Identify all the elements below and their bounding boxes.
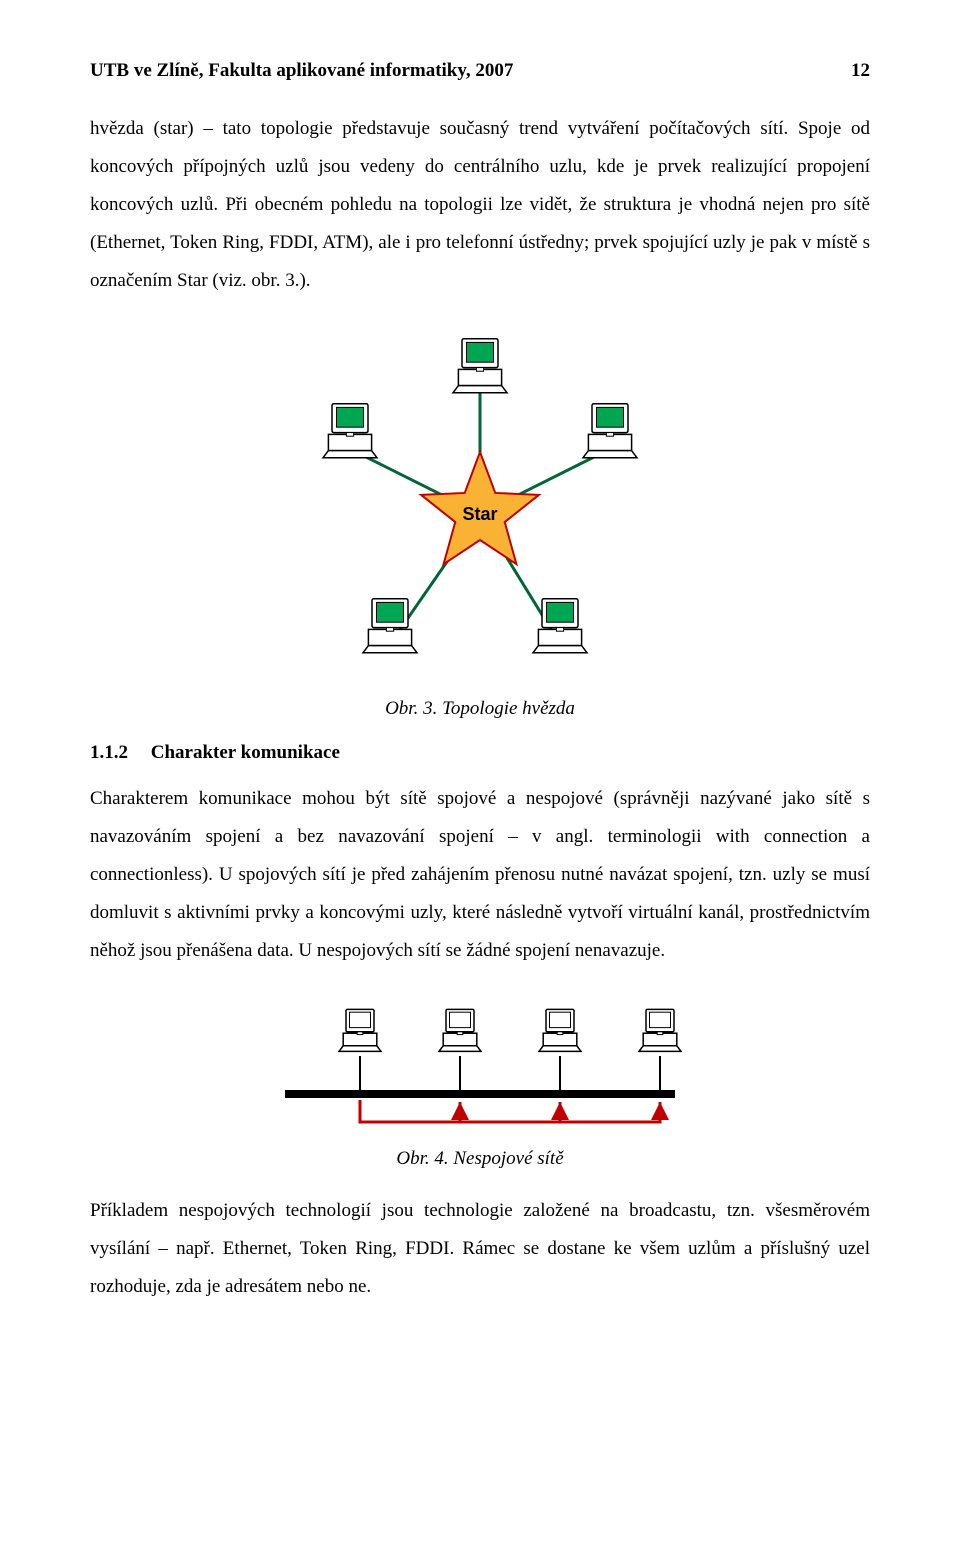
header-left: UTB ve Zlíně, Fakulta aplikované informa… [90,60,513,82]
bus-network-diagram [265,994,695,1134]
figure-4-bus-network [90,994,870,1134]
svg-text:Star: Star [462,504,497,524]
header-page-number: 12 [851,60,870,82]
section-heading: 1.1.2 Charakter komunikace [90,742,870,764]
figure-4-caption: Obr. 4. Nespojové sítě [90,1148,870,1170]
paragraph-1: hvězda (star) – tato topologie představu… [90,110,870,300]
page: UTB ve Zlíně, Fakulta aplikované informa… [0,0,960,1384]
page-header: UTB ve Zlíně, Fakulta aplikované informa… [90,60,870,82]
star-topology-diagram: Star [300,324,660,684]
figure-3-star-topology: Star [90,324,870,684]
figure-3-caption: Obr. 3. Topologie hvězda [90,698,870,720]
section-number: 1.1.2 [90,742,128,764]
paragraph-2: Charakterem komunikace mohou být sítě sp… [90,780,870,970]
paragraph-3: Příkladem nespojových technologií jsou t… [90,1192,870,1306]
section-title: Charakter komunikace [151,742,340,763]
